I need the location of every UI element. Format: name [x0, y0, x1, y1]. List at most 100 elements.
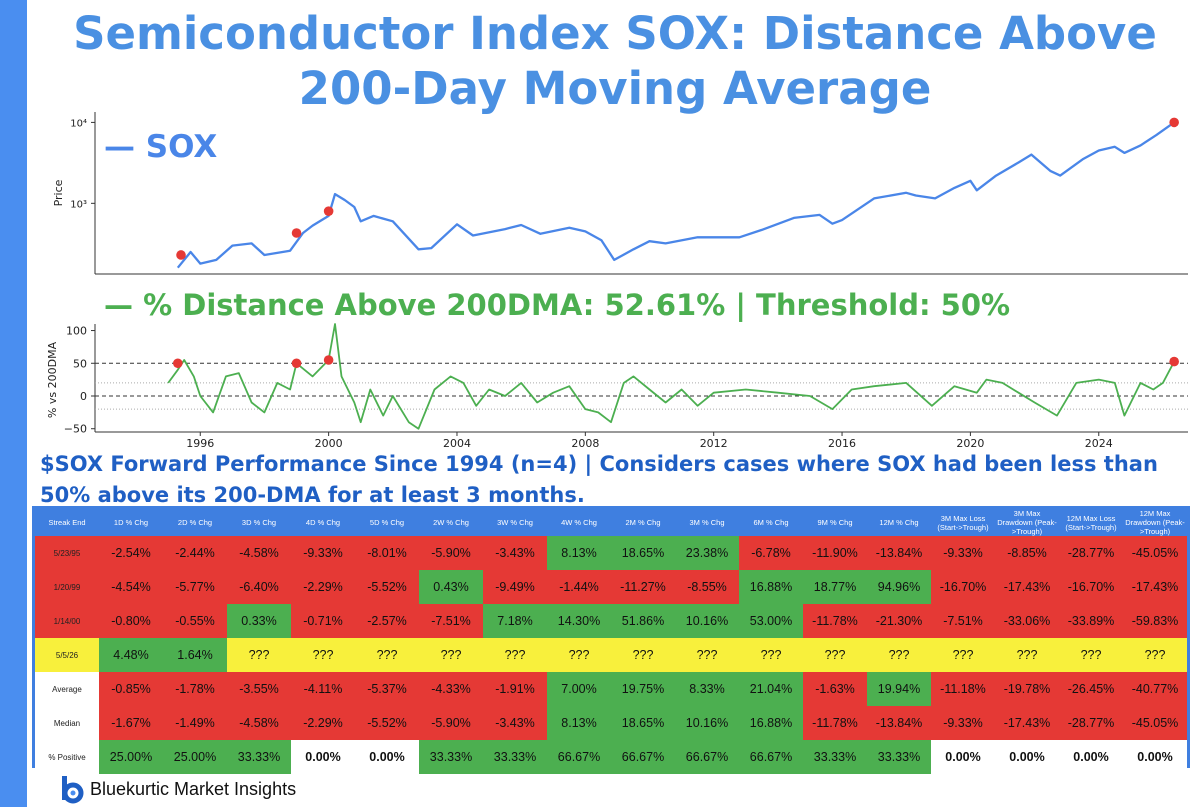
column-header: 3M % Chg: [675, 509, 739, 536]
table-cell: -8.85%: [995, 536, 1059, 570]
table-cell: -16.70%: [1059, 570, 1123, 604]
table-cell: 94.96%: [867, 570, 931, 604]
table-cell: -45.05%: [1123, 706, 1187, 740]
table-cell: 1.64%: [163, 638, 227, 672]
table-cell: 33.33%: [227, 740, 291, 774]
table-cell: -7.51%: [931, 604, 995, 638]
column-header: 6M % Chg: [739, 509, 803, 536]
table-cell: -45.05%: [1123, 536, 1187, 570]
row-label: % Positive: [35, 740, 99, 774]
table-cell: 21.04%: [739, 672, 803, 706]
table-cell: -4.54%: [99, 570, 163, 604]
table-cell: 53.00%: [739, 604, 803, 638]
table-cell: -11.27%: [611, 570, 675, 604]
x-tick-label: 2008: [571, 437, 599, 450]
table-cell: -1.67%: [99, 706, 163, 740]
x-tick-label: 1996: [186, 437, 214, 450]
table-cell: 51.86%: [611, 604, 675, 638]
row-label: 1/20/99: [35, 570, 99, 604]
table-cell: -9.33%: [931, 706, 995, 740]
column-header: 4D % Chg: [291, 509, 355, 536]
table-cell: 19.75%: [611, 672, 675, 706]
table-cell: -2.29%: [291, 570, 355, 604]
table-cell: 33.33%: [803, 740, 867, 774]
table-cell: -8.55%: [675, 570, 739, 604]
page-title: Semiconductor Index SOX: Distance Above …: [73, 7, 1157, 115]
table-cell: -0.71%: [291, 604, 355, 638]
table-cell: -21.30%: [867, 604, 931, 638]
column-header: 3W % Chg: [483, 509, 547, 536]
table-cell: 0.00%: [1059, 740, 1123, 774]
table-cell: -59.83%: [1123, 604, 1187, 638]
distance-signal-point: [323, 355, 334, 365]
table-cell: ???: [227, 638, 291, 672]
table-cell: 25.00%: [163, 740, 227, 774]
table-cell: -0.55%: [163, 604, 227, 638]
table-cell: 0.00%: [931, 740, 995, 774]
table-cell: -1.63%: [803, 672, 867, 706]
table-cell: 25.00%: [99, 740, 163, 774]
table-cell: ???: [483, 638, 547, 672]
table-header-row: Streak End 1D % Chg 2D % Chg 3D % Chg 4D % C…: [35, 509, 1187, 536]
table-cell: -9.33%: [931, 536, 995, 570]
table-cell: -0.85%: [99, 672, 163, 706]
table-cell: 8.13%: [547, 706, 611, 740]
distance-legend: — % Distance Above 200DMA: 52.61% | Thre…: [104, 288, 1010, 322]
table-cell: 10.16%: [675, 604, 739, 638]
column-header: 4W % Chg: [547, 509, 611, 536]
column-header: 9M % Chg: [803, 509, 867, 536]
table-cell: 0.00%: [1123, 740, 1187, 774]
table-cell: 23.38%: [675, 536, 739, 570]
x-tick-label: 2012: [700, 437, 728, 450]
column-header: 1D % Chg: [99, 509, 163, 536]
table-cell: -1.91%: [483, 672, 547, 706]
x-tick-label: 2020: [956, 437, 984, 450]
x-tick-label: 2016: [828, 437, 856, 450]
table-cell: 33.33%: [483, 740, 547, 774]
distance-y-label: % vs 200DMA: [46, 341, 59, 418]
table-cell: 66.67%: [739, 740, 803, 774]
distance-signal-point: [291, 358, 302, 369]
table-cell: 0.33%: [227, 604, 291, 638]
table-cell: ???: [419, 638, 483, 672]
table-row: 5/5/26 4.48% 1.64%????????????????????????…: [35, 638, 1187, 672]
table-cell: -11.90%: [803, 536, 867, 570]
table-row: % Positive 25.00% 25.00% 33.33% 0.00% 0.00% 33…: [35, 740, 1187, 774]
row-label: 1/14/00: [35, 604, 99, 638]
table-cell: -4.58%: [227, 536, 291, 570]
row-label: 5/5/26: [35, 638, 99, 672]
table-cell: -28.77%: [1059, 536, 1123, 570]
table-cell: ???: [1059, 638, 1123, 672]
distance-line: [167, 323, 1175, 430]
column-header: Streak End: [35, 509, 99, 536]
table-cell: -2.54%: [99, 536, 163, 570]
price-y-label: Price: [52, 179, 65, 206]
table-row: 1/14/00 -0.80% -0.55% 0.33% -0.71% -2.57% -7.5…: [35, 604, 1187, 638]
table-cell: -17.43%: [995, 570, 1059, 604]
table-cell: -3.43%: [483, 536, 547, 570]
table-row: 1/20/99 -4.54% -5.77% -6.40% -2.29% -5.52% 0.4…: [35, 570, 1187, 604]
distance-signal-point: [173, 358, 183, 369]
table-cell: -28.77%: [1059, 706, 1123, 740]
row-label: 5/23/95: [35, 536, 99, 570]
table-cell: 0.00%: [355, 740, 419, 774]
table-cell: -3.55%: [227, 672, 291, 706]
table-cell: -17.43%: [1123, 570, 1187, 604]
table-cell: -6.40%: [227, 570, 291, 604]
table-cell: -1.44%: [547, 570, 611, 604]
row-label: Average: [35, 672, 99, 706]
table-cell: -1.78%: [163, 672, 227, 706]
table-cell: ???: [611, 638, 675, 672]
table-cell: ???: [931, 638, 995, 672]
table-row: 5/23/95 -2.54% -2.44% -4.58% -9.33% -8.01% -5.…: [35, 536, 1187, 570]
table-cell: 19.94%: [867, 672, 931, 706]
price-chart: 10³ 10⁴ Price — SOX: [52, 112, 1188, 275]
column-header: 12M Max Loss (Start->Trough): [1059, 509, 1123, 536]
table-cell: 33.33%: [867, 740, 931, 774]
table-cell: 8.13%: [547, 536, 611, 570]
table-cell: 14.30%: [547, 604, 611, 638]
table-cell: 7.00%: [547, 672, 611, 706]
table-cell: ???: [355, 638, 419, 672]
table-cell: -4.11%: [291, 672, 355, 706]
table-cell: -2.29%: [291, 706, 355, 740]
